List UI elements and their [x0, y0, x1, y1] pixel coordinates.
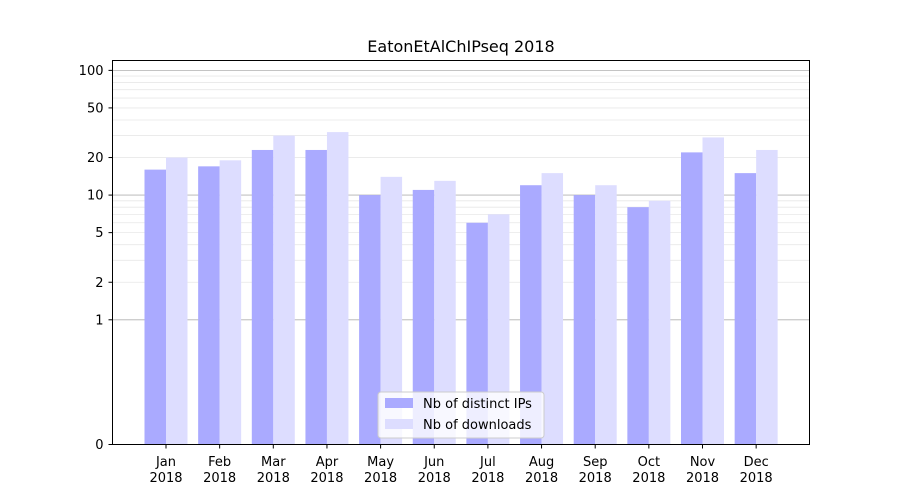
bar-downloads-oct: [648, 200, 671, 445]
x-tick-label-year: 2018: [418, 471, 451, 486]
x-tick-label-month: Mar: [261, 455, 286, 470]
axes: [112, 60, 810, 445]
y-tick-label: 100: [79, 64, 104, 79]
legend-label-downloads: Nb of downloads: [423, 418, 532, 433]
y-tick-label: 10: [87, 189, 104, 204]
bar-downloads-jan: [166, 157, 188, 445]
x-tick-label-month: Aug: [529, 455, 554, 470]
legend-swatch-distinct-ips: [385, 398, 413, 408]
legend: Nb of distinct IPs Nb of downloads: [377, 391, 545, 439]
y-tick-label: 5: [95, 226, 103, 241]
bar-distinct-ips-jan: [144, 169, 166, 445]
bar-downloads-jun: [434, 180, 456, 445]
legend-swatch-downloads: [385, 419, 413, 429]
x-tick-label-month: Jan: [155, 455, 176, 470]
x-tick-label-year: 2018: [740, 471, 773, 486]
x-tick-label-year: 2018: [686, 471, 719, 486]
x-tick-label-month: Jul: [479, 455, 496, 470]
x-tick-label-year: 2018: [203, 471, 236, 486]
bar-distinct-ips-may: [359, 195, 381, 445]
x-tick-label-month: Oct: [638, 455, 660, 470]
bar-distinct-ips-aug: [520, 185, 542, 445]
x-axis-ticks: Jan2018Feb2018Mar2018Apr2018May2018Jun20…: [149, 444, 773, 486]
bar-distinct-ips-mar: [251, 149, 274, 445]
x-tick-label-year: 2018: [257, 471, 290, 486]
x-tick-label-year: 2018: [632, 471, 665, 486]
x-tick-label-month: Dec: [744, 455, 769, 470]
bar-downloads-jul: [487, 214, 510, 445]
bar-downloads-may: [380, 176, 403, 445]
x-tick-label-year: 2018: [149, 471, 182, 486]
bar-distinct-ips-dec: [734, 173, 757, 445]
bar-downloads-dec: [756, 149, 778, 445]
x-tick-label-year: 2018: [579, 471, 612, 486]
x-tick-label-month: May: [367, 455, 394, 470]
bar-downloads-apr: [326, 132, 349, 445]
y-tick-label: 1: [95, 313, 103, 328]
legend-label-distinct-ips: Nb of distinct IPs: [423, 397, 532, 412]
bar-distinct-ips-jun: [412, 189, 435, 445]
bars: [144, 132, 778, 445]
bar-distinct-ips-nov: [681, 152, 703, 445]
x-tick-label-year: 2018: [364, 471, 397, 486]
chart-title: EatonEtAlChIPseq 2018: [367, 37, 554, 56]
bar-downloads-sep: [595, 185, 617, 445]
bar-downloads-feb: [219, 160, 242, 445]
x-tick-label-month: Apr: [316, 455, 339, 470]
x-tick-label-year: 2018: [525, 471, 558, 486]
y-tick-label: 2: [95, 276, 103, 291]
bar-distinct-ips-apr: [305, 149, 327, 445]
y-tick-label: 50: [87, 101, 104, 116]
x-tick-label-month: Jun: [423, 455, 444, 470]
legend-box: [377, 391, 545, 439]
bar-distinct-ips-oct: [627, 207, 649, 445]
x-tick-label-month: Feb: [208, 455, 231, 470]
x-tick-label-month: Sep: [583, 455, 608, 470]
bar-downloads-nov: [702, 137, 724, 445]
bar-downloads-mar: [273, 135, 295, 445]
bar-distinct-ips-jul: [466, 222, 488, 445]
x-tick-label-year: 2018: [471, 471, 504, 486]
y-tick-label: 20: [87, 151, 104, 166]
bar-downloads-aug: [541, 173, 564, 445]
x-tick-label-year: 2018: [310, 471, 343, 486]
x-tick-label-month: Nov: [690, 455, 716, 470]
y-tick-label: 0: [95, 438, 103, 453]
bar-distinct-ips-sep: [573, 195, 596, 445]
y-axis-ticks: 0 1 2 5 10 20 50 100: [79, 64, 113, 453]
bar-distinct-ips-feb: [198, 166, 220, 445]
plot-frame: [112, 60, 810, 445]
